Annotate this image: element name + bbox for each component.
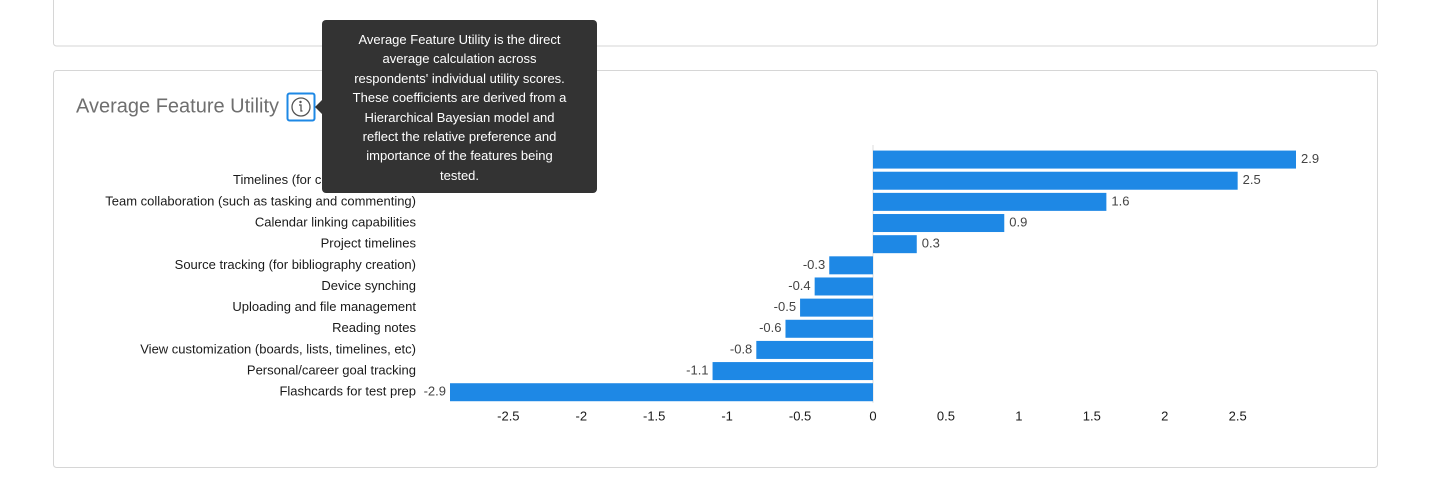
- category-label: Device synching: [321, 278, 416, 293]
- category-label: Team collaboration (such as tasking and …: [105, 193, 416, 208]
- category-label: View customization (boards, lists, timel…: [140, 341, 416, 356]
- x-tick-label: -2.5: [497, 408, 519, 423]
- info-icon[interactable]: [286, 92, 316, 122]
- category-label: Personal/career goal tracking: [247, 363, 416, 378]
- value-label: -1.1: [686, 363, 708, 378]
- value-label: -0.6: [759, 320, 781, 335]
- bar: [873, 171, 1238, 190]
- tooltip-line: respondents' individual utility scores.: [354, 70, 565, 86]
- x-tick-label: -1: [721, 408, 733, 423]
- x-tick-label: 0.5: [937, 408, 955, 423]
- bar: [873, 192, 1107, 211]
- bar: [814, 277, 873, 296]
- bar: [873, 235, 917, 254]
- bar: [756, 340, 873, 359]
- value-label: 2.5: [1243, 172, 1261, 187]
- value-label: -0.3: [803, 257, 825, 272]
- x-tick-label: 2.5: [1229, 408, 1247, 423]
- tooltip-line: reflect the relative preference and: [362, 129, 557, 145]
- category-label: Source tracking (for bibliography creati…: [175, 257, 416, 272]
- tooltip: Average Feature Utility is the direct ave…: [315, 20, 597, 193]
- x-tick-label: 1: [1015, 408, 1022, 423]
- value-label: 0.9: [1009, 214, 1027, 229]
- category-label: Uploading and file management: [232, 299, 416, 314]
- value-label: -0.5: [774, 299, 796, 314]
- top-panel: [53, 0, 1378, 47]
- tooltip-line: importance of the features being: [366, 148, 553, 164]
- category-label: Project timelines: [321, 236, 417, 251]
- x-tick-label: 0: [869, 408, 876, 423]
- bar: [873, 214, 1005, 233]
- bar: [873, 150, 1296, 169]
- x-tick-label: -0.5: [789, 408, 811, 423]
- value-label: -0.4: [788, 278, 810, 293]
- category-label: Reading notes: [332, 320, 416, 335]
- value-label: 0.3: [922, 236, 940, 251]
- value-label: 2.9: [1301, 151, 1319, 166]
- tooltip-line: Hierarchical Bayesian model and: [364, 109, 555, 125]
- tooltip-line: average calculation across: [382, 51, 537, 67]
- tooltip-line: tested.: [439, 167, 480, 183]
- value-label: -2.9: [424, 384, 446, 399]
- value-label: -0.8: [730, 341, 752, 356]
- bar: [829, 256, 873, 275]
- x-tick-label: 2: [1161, 408, 1168, 423]
- category-label: Calendar linking capabilities: [255, 214, 417, 229]
- x-tick-label: 1.5: [1083, 408, 1101, 423]
- bar: [450, 383, 873, 402]
- bar: [712, 362, 873, 381]
- x-tick-label: -1.5: [643, 408, 665, 423]
- bar: [785, 319, 873, 338]
- panel-title: Average Feature Utility: [76, 95, 279, 117]
- tooltip-line: Average Feature Utility is the direct: [358, 32, 561, 47]
- bar: [800, 298, 873, 317]
- x-tick-label: -2: [575, 408, 587, 423]
- tooltip-line: These coefficients are derived from a: [352, 90, 567, 106]
- value-label: 1.6: [1111, 193, 1129, 208]
- category-label: Flashcards for test prep: [279, 384, 416, 399]
